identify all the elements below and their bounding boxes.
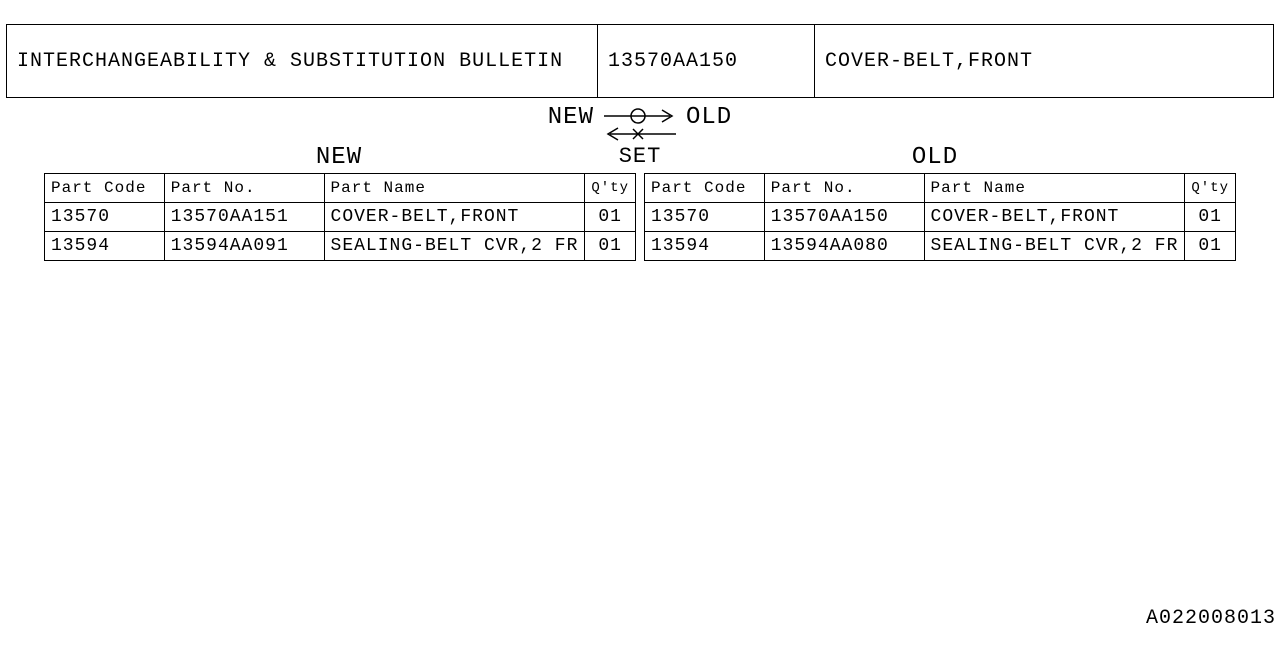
cell-qty: 01 [585,232,636,261]
cell-qty: 01 [585,203,636,232]
diagram-new-label: NEW [548,104,594,131]
new-parts-table: Part Code Part No. Part Name Q'ty 13570 … [44,173,636,261]
document-code: A022008013 [1146,607,1276,630]
bulletin-part-no: 13570AA150 [598,25,815,97]
old-parts-table: Part Code Part No. Part Name Q'ty 13570 … [644,173,1236,261]
interchange-arrows-icon [600,104,680,148]
col-qty: Q'ty [1185,174,1236,203]
col-part-name: Part Name [324,174,585,203]
cell-part-name: SEALING-BELT CVR,2 FR [324,232,585,261]
cell-part-name: SEALING-BELT CVR,2 FR [924,232,1185,261]
cell-part-code: 13594 [645,232,765,261]
col-part-code: Part Code [45,174,165,203]
cell-qty: 01 [1185,232,1236,261]
cell-part-no: 13594AA080 [764,232,924,261]
bulletin-title: INTERCHANGEABILITY & SUBSTITUTION BULLET… [7,25,598,97]
cell-part-name: COVER-BELT,FRONT [324,203,585,232]
parts-tables: Part Code Part No. Part Name Q'ty 13570 … [44,173,1236,261]
col-part-no: Part No. [164,174,324,203]
cell-part-name: COVER-BELT,FRONT [924,203,1185,232]
cell-part-code: 13570 [645,203,765,232]
interchange-diagram: NEW OLD SET [0,104,1280,164]
col-part-code: Part Code [645,174,765,203]
table-header-row: Part Code Part No. Part Name Q'ty [45,174,636,203]
cell-part-no: 13570AA151 [164,203,324,232]
cell-part-code: 13570 [45,203,165,232]
cell-part-no: 13594AA091 [164,232,324,261]
col-part-name: Part Name [924,174,1185,203]
col-part-no: Part No. [764,174,924,203]
bulletin-part-name: COVER-BELT,FRONT [815,25,1273,97]
bulletin-header: INTERCHANGEABILITY & SUBSTITUTION BULLET… [6,24,1274,98]
table-row: 13570 13570AA151 COVER-BELT,FRONT 01 [45,203,636,232]
table-header-row: Part Code Part No. Part Name Q'ty [645,174,1236,203]
cell-qty: 01 [1185,203,1236,232]
cell-part-code: 13594 [45,232,165,261]
cell-part-no: 13570AA150 [764,203,924,232]
table-row: 13594 13594AA080 SEALING-BELT CVR,2 FR 0… [645,232,1236,261]
table-row: 13570 13570AA150 COVER-BELT,FRONT 01 [645,203,1236,232]
diagram-set-label: SET [619,144,662,169]
table-row: 13594 13594AA091 SEALING-BELT CVR,2 FR 0… [45,232,636,261]
col-qty: Q'ty [585,174,636,203]
diagram-old-label: OLD [686,104,732,131]
